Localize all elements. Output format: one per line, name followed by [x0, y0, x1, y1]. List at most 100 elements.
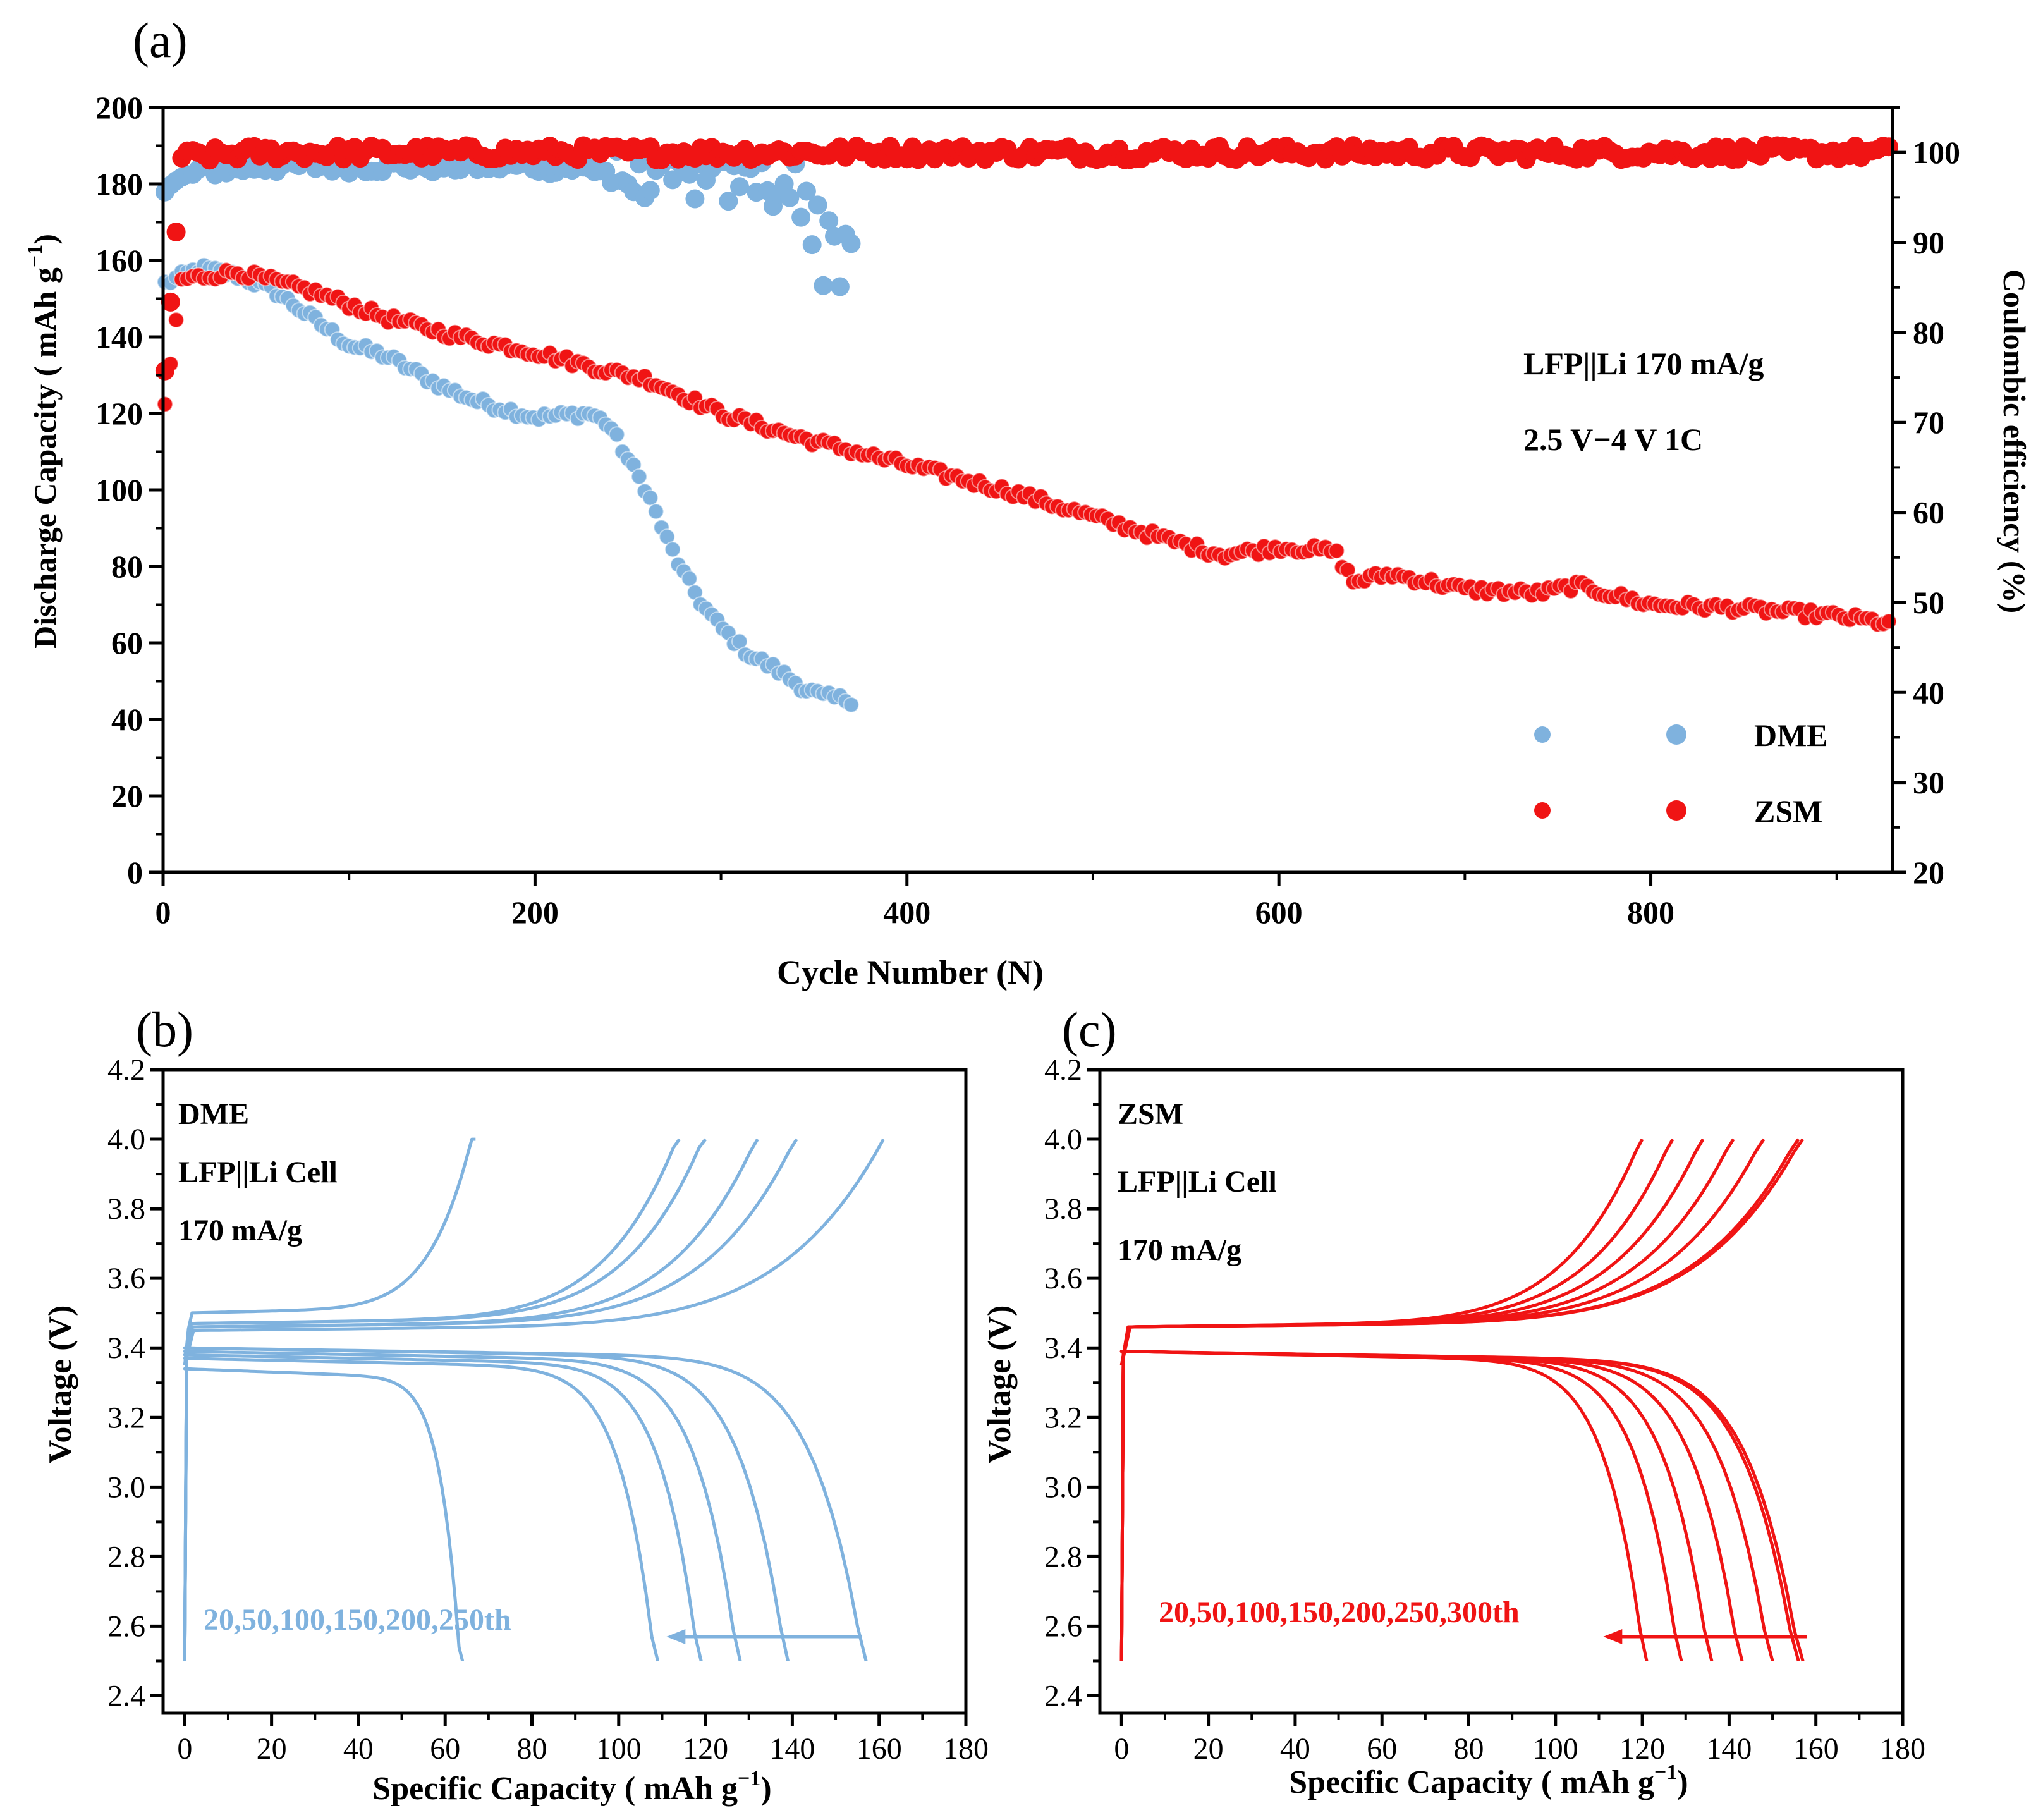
- y-tick-label: 4.2: [107, 1053, 145, 1087]
- legend-zsm-label: ZSM: [1754, 793, 1822, 829]
- x-tick-label: 60: [430, 1732, 460, 1766]
- y-tick-label: 2.4: [1044, 1679, 1082, 1713]
- y-left-tick-label: 140: [95, 319, 143, 355]
- panel-c-plot: [1119, 1138, 1807, 1662]
- point-dme-capacity: [631, 468, 648, 485]
- x-tick-label: 20: [257, 1732, 287, 1766]
- panel-c-cycle-label: 20,50,100,150,200,250,300th: [1159, 1596, 1520, 1629]
- point-dme-ce: [808, 195, 827, 215]
- charge-curve-250th: [183, 1137, 476, 1365]
- panel-b-ylabel: Voltage (V): [42, 1305, 78, 1464]
- panel-c-axes: 0 20 40 60 80 100 120 140 160 180 2.4 2.6 2.8 3.0 3.2 3…: [1044, 1053, 1925, 1766]
- panel-c-label: (c): [1062, 1002, 1117, 1057]
- panel-a-label: (a): [133, 13, 188, 68]
- panel-c-label-cell: LFP||Li Cell: [1118, 1165, 1277, 1199]
- y-right-tick-label: 100: [1913, 135, 1960, 170]
- charge-curve-300th: [1119, 1138, 1644, 1366]
- y-tick-label: 3.4: [1044, 1331, 1082, 1365]
- point-dme-ce: [841, 234, 861, 253]
- panel-b-axes: 0 20 40 60 80 100 120 140 160 180 2.4 2.6 2.8 3.0 3.2 3…: [107, 1053, 989, 1766]
- panel-c-label-electrolyte: ZSM: [1118, 1097, 1183, 1131]
- x-tick-label: 160: [857, 1732, 902, 1766]
- y-left-tick-label: 0: [127, 855, 143, 890]
- panel-a-xlabel: Cycle Number (N): [777, 953, 1044, 991]
- x-tick-label: 100: [1533, 1732, 1578, 1766]
- y-right-tick-label: 90: [1913, 225, 1944, 260]
- panel-a-annotation-1: LFP||Li 170 mA/g: [1523, 346, 1764, 381]
- x-tick-label: 0: [1114, 1732, 1129, 1766]
- x-tick-label: 80: [517, 1732, 547, 1766]
- legend-zsm-capacity-marker: [1534, 802, 1551, 819]
- x-tick-label: 180: [1880, 1732, 1925, 1766]
- y-tick-label: 3.2: [107, 1401, 145, 1434]
- charge-curve-20th: [183, 1138, 885, 1366]
- x-tick-label: 60: [1367, 1732, 1397, 1766]
- point-dme-capacity: [681, 570, 698, 587]
- point-dme-ce: [630, 154, 649, 174]
- cycle-arrow-head: [666, 1628, 686, 1644]
- point-dme-ce: [814, 276, 833, 295]
- point-dme-ce: [830, 277, 850, 296]
- y-tick-label: 3.6: [107, 1262, 145, 1295]
- point-dme-ce: [802, 235, 822, 255]
- discharge-curve-300th: [1119, 1350, 1649, 1662]
- panel-a-axes: 0 200 400 600 800 0 20 40 60 80 100 120 140 160 180 200…: [95, 90, 1960, 930]
- panel-c-label-rate: 170 mA/g: [1118, 1233, 1241, 1267]
- panel-a-annotation-2: 2.5 V−4 V 1C: [1523, 422, 1703, 457]
- y-tick-label: 2.6: [107, 1609, 145, 1643]
- point-dme-capacity: [843, 696, 860, 713]
- discharge-curve-200th: [183, 1357, 660, 1662]
- x-tick-label: 140: [769, 1732, 815, 1766]
- legend-dme-label: DME: [1754, 718, 1828, 753]
- y-left-tick-label: 100: [95, 472, 143, 508]
- y-tick-label: 3.4: [107, 1331, 145, 1365]
- x-tick-label: 120: [1619, 1732, 1665, 1766]
- x-tick-label: 180: [943, 1732, 989, 1766]
- x-tick-label: 100: [596, 1732, 642, 1766]
- x-tick-label: 40: [343, 1732, 374, 1766]
- panel-b-label: (b): [136, 1002, 193, 1057]
- y-tick-label: 3.6: [1044, 1262, 1082, 1295]
- legend-zsm-ce-marker: [1666, 800, 1686, 821]
- point-dme-ce: [796, 181, 816, 201]
- legend-dme-capacity-marker: [1534, 726, 1551, 743]
- discharge-curve-50th: [183, 1346, 790, 1662]
- discharge-curve-250th: [183, 1367, 465, 1662]
- panel-a-plot: [155, 135, 1899, 713]
- charge-curve-200th: [183, 1138, 681, 1366]
- point-zsm-capacity: [168, 312, 185, 329]
- point-dme-capacity: [664, 541, 681, 558]
- y-left-tick-label: 180: [95, 166, 143, 202]
- point-dme-ce: [685, 189, 705, 209]
- y-left-tick-label: 120: [95, 396, 143, 431]
- cycle-arrow-head: [1603, 1628, 1623, 1644]
- y-tick-label: 4.2: [1044, 1053, 1082, 1087]
- panel-a-ylabel-right: Coulombic efficiency (%): [1997, 269, 2031, 613]
- y-tick-label: 2.4: [107, 1679, 145, 1713]
- y-right-tick-label: 50: [1913, 585, 1944, 620]
- point-dme-ce: [819, 211, 839, 231]
- point-dme-capacity: [647, 503, 664, 520]
- x-tick-label: 600: [1255, 895, 1303, 930]
- x-tick-label: 140: [1706, 1732, 1752, 1766]
- y-tick-label: 3.2: [1044, 1401, 1082, 1434]
- y-right-tick-label: 20: [1913, 855, 1944, 890]
- y-right-tick-label: 30: [1913, 765, 1944, 800]
- panel-a-ylabel-left: Discharge Capacity ( mAh g−1): [23, 234, 63, 649]
- y-tick-label: 4.0: [1044, 1123, 1082, 1156]
- x-tick-label: 80: [1454, 1732, 1484, 1766]
- y-tick-label: 3.0: [1044, 1470, 1082, 1504]
- y-tick-label: 2.6: [1044, 1609, 1082, 1643]
- panel-b-cycle-label: 20,50,100,150,200,250th: [204, 1603, 511, 1637]
- point-dme-ce: [780, 188, 800, 207]
- panel-b-label-rate: 170 mA/g: [178, 1214, 302, 1247]
- point-zsm-capacity: [1328, 542, 1345, 559]
- point-dme-capacity: [608, 426, 625, 443]
- y-tick-label: 3.0: [107, 1470, 145, 1504]
- panel-c-ylabel: Voltage (V): [982, 1305, 1018, 1464]
- point-dme-ce: [730, 177, 749, 197]
- y-tick-label: 3.8: [1044, 1192, 1082, 1226]
- point-dme-ce: [791, 207, 811, 227]
- panel-a-legend: DME ZSM: [1534, 718, 1828, 829]
- point-dme-capacity: [642, 489, 659, 506]
